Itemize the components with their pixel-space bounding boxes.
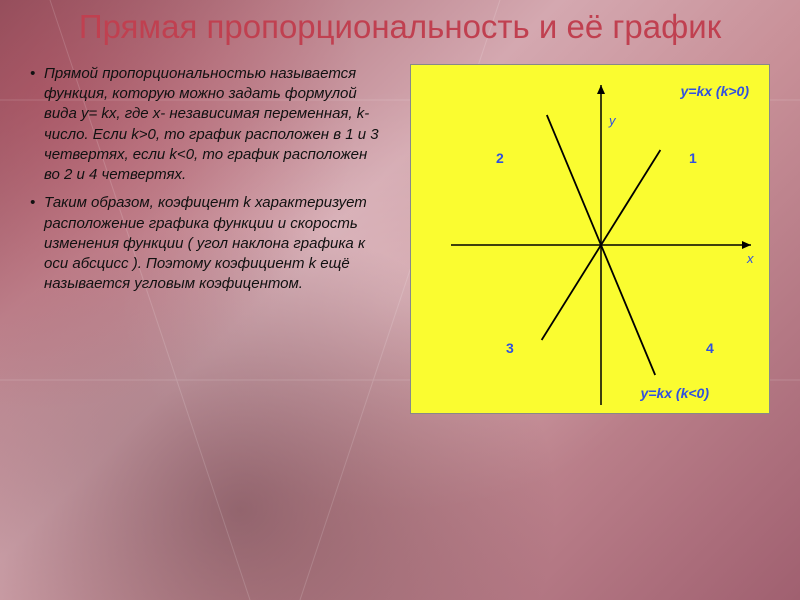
quadrant-4-label: 4 (706, 340, 714, 356)
slide-content: Прямой пропорциональностью называется фу… (0, 46, 800, 424)
slide-title: Прямая пропорциональность и её график (0, 0, 800, 46)
quadrant-3-label: 3 (506, 340, 514, 356)
quadrant-2-label: 2 (496, 150, 504, 166)
list-item: Таким образом, коэфицент k характеризует… (30, 193, 380, 294)
text-column: Прямой пропорциональностью называется фу… (10, 64, 390, 414)
chart-svg (411, 65, 771, 415)
line-positive-label: y=kx (k>0) (681, 83, 750, 99)
chart-column: y=kx (k>0) y=kx (k<0) x y 1 2 3 4 (390, 64, 790, 414)
bullet-list: Прямой пропорциональностью называется фу… (30, 64, 380, 295)
line-negative-label: y=kx (k<0) (641, 385, 710, 401)
axis-x-label: x (747, 251, 754, 266)
axis-y-label: y (609, 113, 616, 128)
proportionality-chart: y=kx (k>0) y=kx (k<0) x y 1 2 3 4 (410, 64, 770, 414)
quadrant-1-label: 1 (689, 150, 697, 166)
list-item: Прямой пропорциональностью называется фу… (30, 64, 380, 186)
